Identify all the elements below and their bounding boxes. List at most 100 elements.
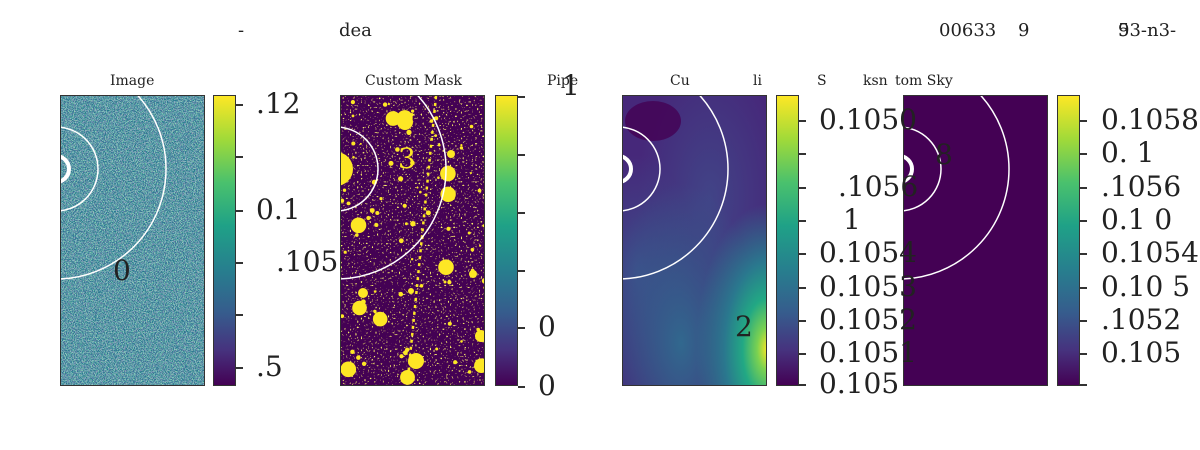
mask-source <box>351 114 355 118</box>
cbar-label: .1052 <box>1101 303 1182 336</box>
mask-source <box>470 247 475 252</box>
panel-title-mask: Custom Mask <box>365 73 463 89</box>
colorbar-tick <box>799 120 806 122</box>
mask-source <box>342 188 347 192</box>
cbar-label: 0 <box>538 310 556 343</box>
mask-source <box>351 141 356 146</box>
mask-source <box>359 142 362 145</box>
colorbar-tick <box>518 270 525 272</box>
mask-source <box>447 280 452 285</box>
mask-source <box>437 143 441 147</box>
mask-source <box>382 102 388 107</box>
colorbar-tick <box>1080 320 1087 322</box>
cbar-label: 0.1 0 <box>1101 203 1173 236</box>
mask-source <box>398 291 404 297</box>
mask-source <box>385 111 401 126</box>
colorbar-tick <box>236 367 243 369</box>
colorbar-mask <box>495 95 518 386</box>
mask-source <box>410 160 415 166</box>
cbar-label: 0.1058 <box>1101 103 1199 136</box>
colorbar-tick <box>236 314 243 316</box>
cbar-label: 1 <box>843 203 861 236</box>
mask-source <box>425 210 431 216</box>
mask-source <box>467 370 472 374</box>
colorbar-tick <box>518 212 525 214</box>
mask-source <box>446 226 451 231</box>
mask-source <box>479 244 482 247</box>
colorbar-tick <box>799 320 806 322</box>
mask-source <box>419 190 422 194</box>
cbar-label: .1056 <box>838 170 919 203</box>
panel-title-sky-part3: S <box>817 73 827 89</box>
colorbar-tick <box>799 384 806 386</box>
mask-source <box>399 354 404 359</box>
mask-source <box>358 288 368 298</box>
mask-source <box>387 102 390 106</box>
mask-source <box>404 222 408 226</box>
mask-source <box>443 280 447 284</box>
colorbar-tick <box>799 287 806 289</box>
colorbar-tick <box>1080 384 1087 386</box>
cbar-label: .12 <box>256 87 301 120</box>
colorbar-tick <box>236 156 243 158</box>
mask-source <box>438 259 454 275</box>
colorbar-tick <box>1080 253 1087 255</box>
mask-source <box>403 350 408 356</box>
mask-source <box>435 347 439 351</box>
colorbar-tick <box>1080 153 1087 155</box>
mask-source <box>373 290 377 293</box>
mask-source <box>341 314 345 318</box>
mask-source <box>402 203 407 208</box>
mask-source <box>460 340 463 343</box>
colorbar-tick <box>799 187 806 189</box>
overlay-number-sky: 2 <box>735 310 753 343</box>
colorbar-tick <box>518 327 525 329</box>
mask-source <box>408 288 414 294</box>
mask-source <box>372 208 375 211</box>
cbar-label: 0.1054 <box>819 236 917 269</box>
cbar-label: 0.1050 <box>819 103 917 136</box>
mask-source <box>356 355 361 360</box>
header-text: dea <box>339 20 372 41</box>
mask-source <box>477 188 482 193</box>
header-nine: 9 <box>1018 20 1030 41</box>
mask-source <box>372 311 388 327</box>
colorbar-tick <box>799 253 806 255</box>
colorbar-tick <box>236 210 243 212</box>
cbar-label: 1 <box>562 69 580 102</box>
cbar-label: .105 <box>276 245 339 278</box>
mask-source <box>343 250 347 254</box>
cbar-label: 0. 1 <box>1101 136 1155 169</box>
mask-source <box>375 211 380 215</box>
mask-source <box>351 364 354 367</box>
mask-source <box>361 361 367 366</box>
mask-source <box>355 233 359 237</box>
cbar-label: 0.10 5 <box>1101 270 1191 303</box>
mask-source <box>408 353 424 369</box>
overlay-number-image: 0 <box>113 254 131 287</box>
colorbar-tick <box>799 220 806 222</box>
cbar-label: 0.105 <box>1101 336 1182 369</box>
mask-source <box>474 358 484 373</box>
mask-source <box>469 124 474 129</box>
mask-source <box>373 309 377 313</box>
colorbar-tick <box>1080 353 1087 355</box>
colorbar-tick <box>799 353 806 355</box>
mask-source <box>481 278 484 284</box>
cbar-label: 0.105 <box>819 367 900 400</box>
cbar-label: .1056 <box>1101 170 1182 203</box>
mask-source <box>350 100 355 105</box>
cbar-label: 0.1051 <box>819 336 917 369</box>
colorbar-tick <box>236 104 243 106</box>
mask-source <box>453 360 458 365</box>
colorbar-tick <box>1080 120 1087 122</box>
header-number: 00633 <box>939 20 997 41</box>
mask-source <box>406 129 412 135</box>
mask-source <box>483 286 484 289</box>
panel-side-text: Pipe <box>547 73 579 89</box>
mask-source <box>460 144 463 147</box>
image-panel <box>60 95 205 386</box>
overlay-number-mask: 3 <box>398 142 416 175</box>
sky2-panel <box>903 95 1048 386</box>
colorbar-sky <box>776 95 799 386</box>
